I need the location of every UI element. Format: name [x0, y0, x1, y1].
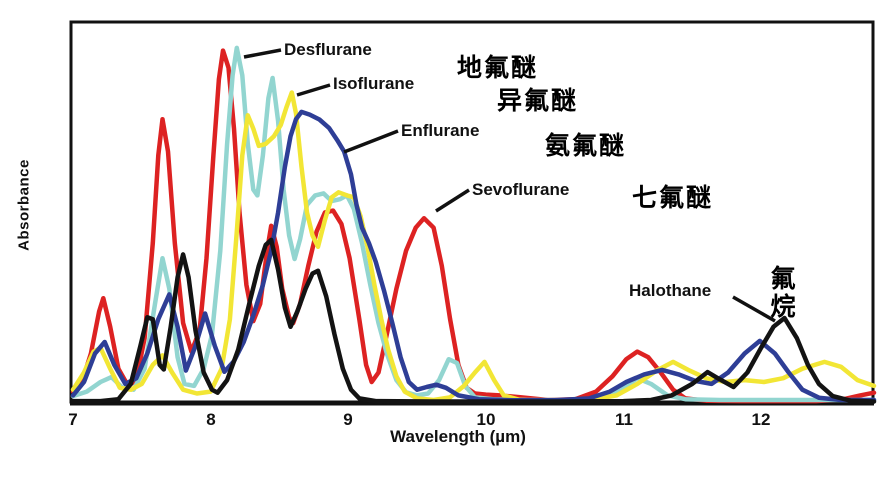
series-label-enflurane-zh: 氨氟醚	[545, 133, 627, 160]
pointer-line-halothane	[732, 295, 776, 323]
series-label-isoflurane: Isoflurane	[333, 74, 415, 93]
series-label-halothane-zh: 氟烷	[770, 266, 796, 321]
x-tick-label-12: 12	[751, 410, 771, 429]
y-axis-label: Absorbance	[15, 159, 33, 251]
curve-enflurane	[70, 109, 877, 403]
curves-layer	[70, 45, 877, 404]
series-label-sevoflurane-zh: 七氟醚	[632, 185, 714, 212]
x-tick-label-7: 7	[68, 410, 78, 429]
x-tick-label-10: 10	[476, 410, 496, 429]
series-label-halothane: Halothane	[629, 281, 712, 300]
series-label-desflurane-zh: 地氟醚	[457, 55, 539, 82]
series-label-enflurane: Enflurane	[401, 121, 480, 140]
pointer-line-isoflurane	[296, 83, 331, 97]
curve-halothane	[70, 237, 877, 404]
pointer-line-desflurane	[243, 48, 282, 59]
pointer-lines-layer	[243, 48, 776, 323]
pointer-line-enflurane	[343, 129, 399, 154]
x-tick-label-9: 9	[343, 410, 353, 429]
x-axis-label: Wavelength (µm)	[390, 427, 526, 446]
series-label-desflurane: Desflurane	[284, 40, 372, 59]
pointer-line-sevoflurane	[435, 188, 470, 213]
curve-isoflurane	[70, 90, 877, 404]
series-label-isoflurane-zh: 异氟醚	[497, 88, 579, 115]
x-tick-label-8: 8	[206, 410, 216, 429]
x-tick-label-11: 11	[615, 410, 633, 429]
series-label-sevoflurane: Sevoflurane	[472, 180, 570, 199]
